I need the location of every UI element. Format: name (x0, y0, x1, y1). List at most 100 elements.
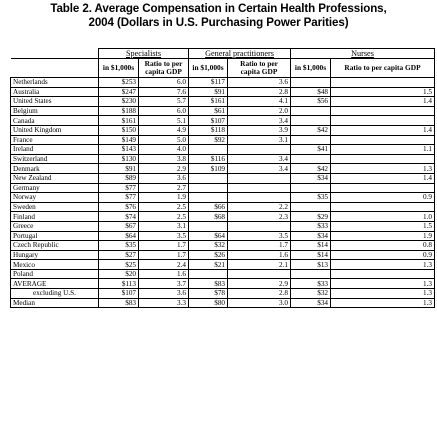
country-cell: Sweden (10, 201, 99, 213)
value-cell (330, 115, 436, 126)
value-cell: 1.7 (138, 240, 189, 251)
table-row: Belgium $188 6.0 $61 2.0 (10, 105, 436, 117)
value-cell (226, 144, 292, 155)
value-cell (290, 115, 332, 126)
value-cell: $20 (98, 268, 139, 280)
value-cell: $188 (98, 105, 139, 117)
value-cell: $13 (290, 259, 332, 270)
table-body: Netherlands $253 6.0 $117 3.6 Australia $247 7.… (10, 77, 436, 309)
value-cell: 5.7 (138, 96, 189, 107)
value-cell (226, 268, 292, 280)
value-cell: 7.6 (138, 86, 189, 98)
table-row: excluding U.S. $107 3.6 $78 2.8 $32 1.3 (10, 288, 436, 299)
value-cell: $35 (290, 192, 332, 203)
value-cell: 3.0 (226, 297, 292, 309)
value-cell: $230 (98, 96, 139, 107)
subheader-nurses-amount: in $1,000s (290, 58, 332, 78)
value-cell: 5.0 (138, 134, 189, 146)
value-cell (290, 268, 332, 280)
value-cell: 1.9 (138, 192, 189, 203)
value-cell: 2.4 (138, 259, 189, 270)
value-cell: 2.8 (226, 86, 292, 98)
table-row: Australia $247 7.6 $91 2.8 $48 1.5 (10, 86, 436, 98)
value-cell: 0.9 (330, 192, 436, 203)
country-cell: Norway (10, 192, 99, 203)
value-cell (188, 172, 228, 184)
value-cell: 3.1 (138, 220, 189, 232)
value-cell (330, 105, 436, 117)
title-line-2: 2004 (Dollars in U.S. Purchasing Power P… (88, 16, 349, 29)
value-cell (226, 182, 292, 194)
country-cell: Ireland (10, 144, 99, 155)
country-cell: Median (10, 297, 99, 309)
value-cell: $64 (98, 230, 139, 242)
subheader-nurses-ratio: Ratio to per capita GDP (330, 58, 436, 78)
value-cell: $42 (290, 163, 332, 174)
value-cell: 4.0 (138, 144, 189, 155)
value-cell: 5.1 (138, 115, 189, 126)
title-line-1: Table 2. Average Compensation in Certain… (50, 2, 387, 15)
value-cell (188, 268, 228, 280)
country-cell: Greece (10, 220, 99, 232)
country-cell: New Zealand (10, 172, 99, 184)
value-cell: $130 (98, 153, 139, 165)
value-cell: 3.7 (138, 278, 189, 290)
value-cell: 1.4 (330, 96, 436, 107)
value-cell: $149 (98, 134, 139, 146)
value-cell: $48 (290, 86, 332, 98)
value-cell: $117 (188, 77, 228, 88)
value-cell: $92 (188, 134, 228, 146)
value-cell: 2.9 (226, 278, 292, 290)
value-cell: $27 (98, 249, 139, 261)
value-cell (226, 220, 292, 232)
value-cell: $33 (290, 278, 332, 290)
country-cell: Portugal (10, 230, 99, 242)
value-cell: 1.7 (138, 249, 189, 261)
value-cell: $21 (188, 259, 228, 270)
value-cell: 1.3 (330, 297, 436, 309)
group-nurses: Nurses (290, 48, 436, 59)
country-cell: excluding U.S. (10, 288, 99, 299)
value-cell (330, 153, 436, 165)
value-cell: 3.4 (226, 163, 292, 174)
value-cell: 1.6 (138, 268, 189, 280)
value-cell: 3.5 (226, 230, 292, 242)
value-cell: 3.1 (226, 134, 292, 146)
value-cell: 3.6 (226, 77, 292, 88)
value-cell: 1.3 (330, 278, 436, 290)
value-cell: 2.2 (226, 201, 292, 213)
value-cell: 0.8 (330, 240, 436, 251)
country-cell: Finland (10, 211, 99, 222)
table-row: United States $230 5.7 $161 4.1 $56 1.4 (10, 96, 436, 107)
value-cell: $80 (188, 297, 228, 309)
table-row: Switzerland $130 3.8 $116 3.4 (10, 153, 436, 165)
table-row: Sweden $76 2.5 $66 2.2 (10, 201, 436, 213)
value-cell (290, 201, 332, 213)
value-cell: $34 (290, 230, 332, 242)
value-cell: $76 (98, 201, 139, 213)
table-row: France $149 5.0 $92 3.1 (10, 134, 436, 146)
value-cell: $42 (290, 124, 332, 136)
value-cell: $253 (98, 77, 139, 88)
compensation-table: Specialists General practitioners Nurses… (10, 48, 436, 309)
value-cell: 4.9 (138, 124, 189, 136)
value-cell: 2.0 (226, 105, 292, 117)
value-cell (290, 105, 332, 117)
value-cell: $34 (290, 297, 332, 309)
table-row: Czech Republic $35 1.7 $32 1.7 $14 0.8 (10, 240, 436, 251)
value-cell: 1.7 (226, 240, 292, 251)
value-cell: $89 (98, 172, 139, 184)
table-title: Table 2. Average Compensation in Certain… (0, 2, 437, 30)
value-cell: 2.9 (138, 163, 189, 174)
table-row: Mexico $25 2.4 $21 2.1 $13 1.3 (10, 259, 436, 270)
value-cell (188, 144, 228, 155)
group-header-row: Specialists General practitioners Nurses (10, 48, 436, 59)
value-cell: 3.6 (138, 288, 189, 299)
country-cell: Hungary (10, 249, 99, 261)
group-specialists: Specialists (98, 48, 189, 59)
table-row: Denmark $91 2.9 $109 3.4 $42 1.3 (10, 163, 436, 174)
value-cell: $91 (188, 86, 228, 98)
value-cell: $29 (290, 211, 332, 222)
table-row: AVERAGE $113 3.7 $83 2.9 $33 1.3 (10, 278, 436, 290)
value-cell: 6.0 (138, 77, 189, 88)
